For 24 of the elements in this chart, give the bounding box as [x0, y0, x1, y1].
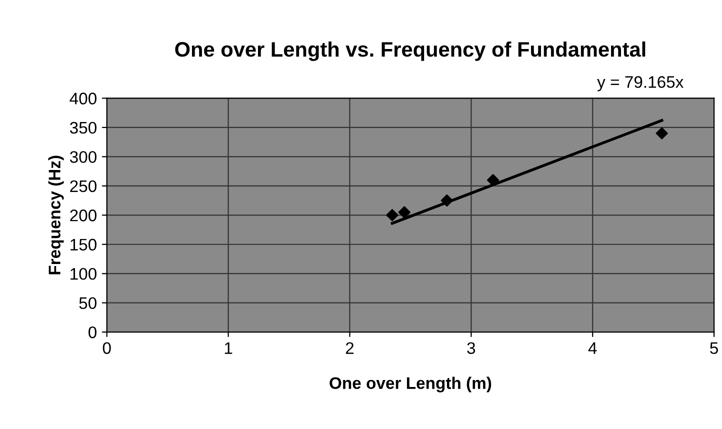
chart-title: One over Length vs. Frequency of Fundamental [175, 41, 646, 61]
y-tick-label: 200 [70, 210, 96, 222]
y-tick-label: 400 [70, 92, 96, 104]
point [386, 209, 398, 222]
point [440, 194, 453, 207]
x-tick-label: 1 [224, 342, 232, 354]
y-tick-label: 50 [79, 297, 96, 310]
y-tick-label: 150 [70, 238, 96, 251]
x-tick-label: 5 [710, 342, 718, 354]
point [656, 127, 668, 140]
y-tick-label: 0 [88, 326, 96, 338]
x-tick-label: 3 [467, 342, 476, 354]
x-tick-label: 0 [102, 342, 111, 354]
y-tick-label: 100 [70, 268, 96, 280]
x-tick-label: 4 [588, 342, 597, 354]
x-axis-title: One over Length (m) [330, 376, 492, 392]
y-tick-label: 350 [70, 122, 96, 134]
y-axis-title: Frequency (Hz) [48, 156, 64, 274]
point [398, 206, 410, 218]
y-tick-label: 250 [70, 180, 96, 192]
text: y = 79.165x [597, 76, 684, 92]
y-tick-label: 300 [70, 151, 96, 163]
point [486, 174, 500, 186]
x-tick-label: 2 [346, 342, 354, 354]
